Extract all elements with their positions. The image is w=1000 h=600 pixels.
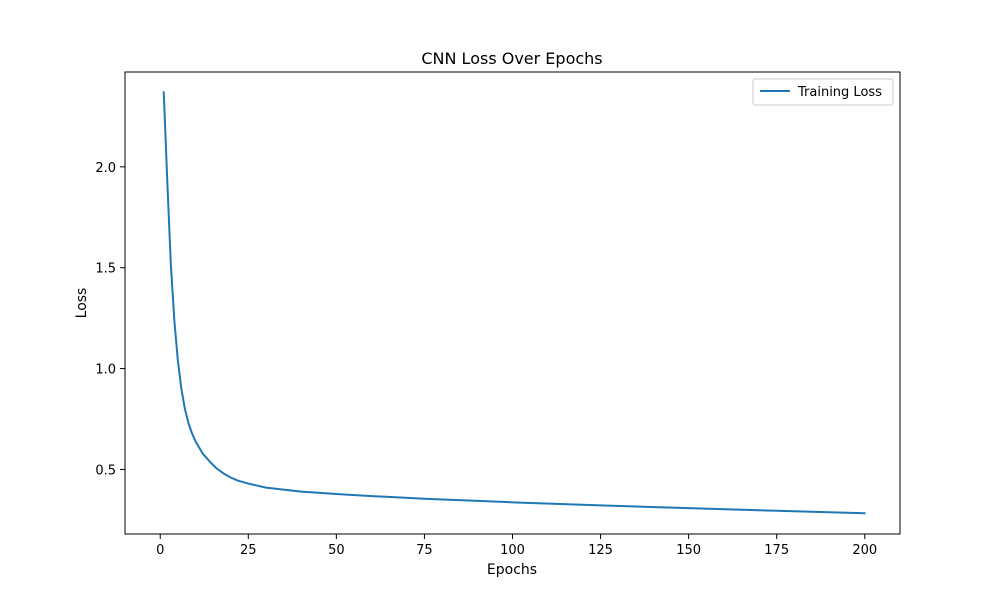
x-tick-label: 100 xyxy=(500,543,525,558)
legend-box xyxy=(752,78,894,106)
y-tick-label: 1.5 xyxy=(95,262,116,277)
chart-title: CNN Loss Over Epochs xyxy=(421,49,602,68)
legend-label-training-loss: Training Loss xyxy=(797,85,882,100)
y-tick-label: 1.0 xyxy=(95,363,116,378)
x-tick-label: 150 xyxy=(676,543,701,558)
x-tick-label: 125 xyxy=(588,543,613,558)
series-line-training-loss xyxy=(162,91,866,515)
plot-frame xyxy=(124,71,901,535)
x-tick-label: 0 xyxy=(156,543,164,558)
x-tick-label: 175 xyxy=(764,543,789,558)
x-axis-label: Epochs xyxy=(487,562,537,578)
y-axis-label: Loss xyxy=(74,288,90,319)
x-tick-label: 25 xyxy=(240,543,257,558)
x-tick-label: 75 xyxy=(416,543,433,558)
x-tick-label: 50 xyxy=(328,543,345,558)
y-tick-label: 2.0 xyxy=(95,161,116,176)
y-tick-label: 0.5 xyxy=(95,463,116,478)
legend: Training Loss xyxy=(752,78,894,106)
x-tick-label: 200 xyxy=(852,543,877,558)
